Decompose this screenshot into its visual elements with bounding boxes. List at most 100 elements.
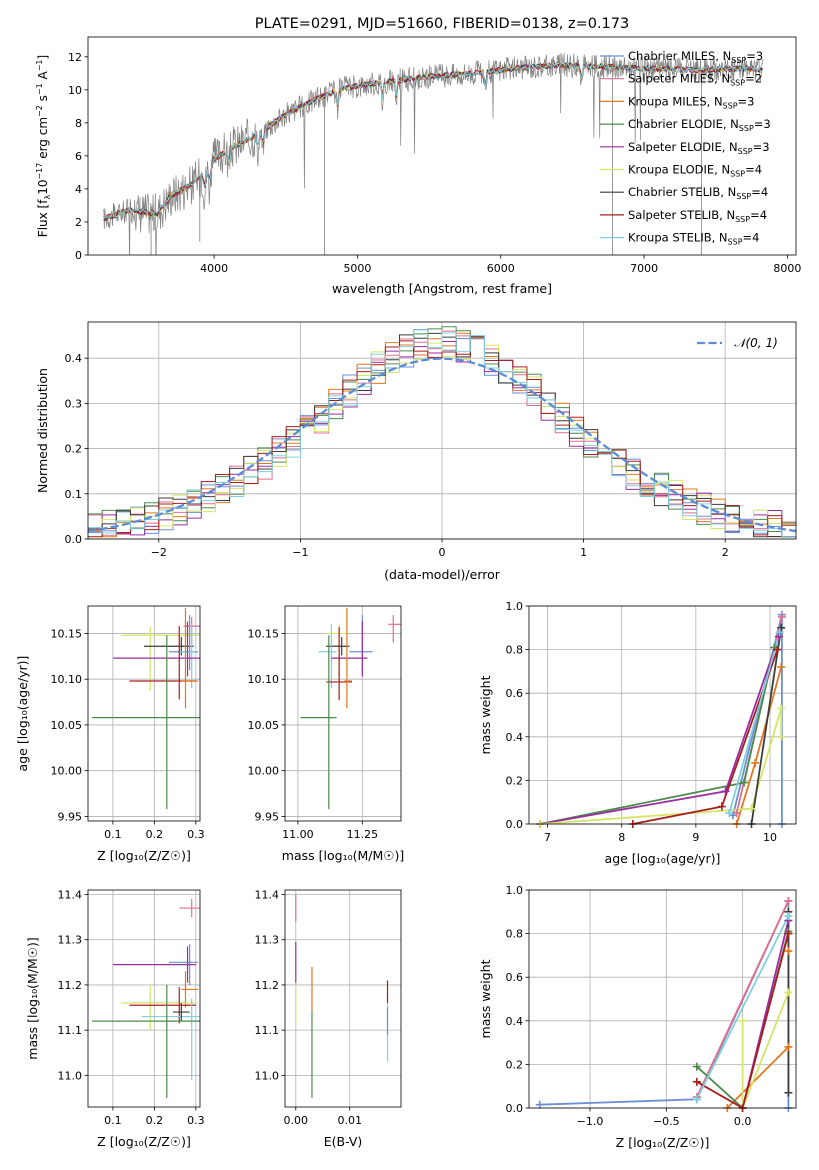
x-tick-label: 0.1 xyxy=(104,1114,122,1127)
x-tick-label: 4000 xyxy=(200,262,228,275)
legend-label: Chabrier ELODIE, NSSP=3 xyxy=(628,117,771,133)
y-axis-label-part: A xyxy=(36,70,50,83)
weight-marker-chabrier_miles xyxy=(535,1100,544,1109)
y-tick-label: 11.1 xyxy=(255,1024,280,1037)
y-tick-label: 10.00 xyxy=(248,765,280,778)
y-axis-label-part: Flux [f xyxy=(36,199,50,237)
y-tick-label: 11.3 xyxy=(58,934,83,947)
y-tick-label: 0.0 xyxy=(506,818,524,831)
y-tick-label: 1.0 xyxy=(506,600,524,613)
axes-frame-age_vs_mass xyxy=(284,605,402,822)
weight-line-salpeter_elodie xyxy=(539,636,780,824)
weight-marker-salpeter_stelib xyxy=(773,645,782,654)
x-tick-label: 0.3 xyxy=(187,1114,205,1127)
legend-eq: =4 xyxy=(743,231,760,245)
panel-mass_vs_ebv: 0.00 0.01 11.0 11.1 11.2 11.3 11.4 xyxy=(255,889,402,1127)
x-tick-label: 0 xyxy=(439,546,446,559)
weight-marker-kroupa_stelib xyxy=(725,809,734,818)
plot-area-mass_vs_Z xyxy=(92,899,200,1098)
y-tick-label: 0.6 xyxy=(506,687,524,700)
y-tick-label: 0.4 xyxy=(65,352,83,365)
x-tick-label: 10 xyxy=(763,831,777,844)
weight-marker-kroupa_stelib xyxy=(692,1095,701,1104)
legend-label: Salpeter STELIB, N xyxy=(628,208,735,222)
legend-eq: =3 xyxy=(754,117,771,131)
legend-label: Kroupa ELODIE, NSSP=4 xyxy=(628,163,762,179)
weight-line-salpeter_miles xyxy=(695,900,790,1098)
y-tick-label: 0.4 xyxy=(506,1015,524,1028)
x-tick-label: 0.0 xyxy=(734,1115,752,1128)
weight-marker-salpeter_miles xyxy=(777,612,786,621)
y-tick-label: 11.2 xyxy=(58,979,83,992)
weight-marker-kroupa_elodie xyxy=(738,1016,747,1025)
axes-frame-weight_vs_age xyxy=(528,605,797,825)
weight-marker-salpeter_stelib xyxy=(784,929,793,938)
y-axis-label-part: −2 xyxy=(35,105,44,117)
legend-sub: SSP xyxy=(735,215,750,224)
panel-age_vs_Z: 0.1 0.2 0.3 9.95 10.00 10.05 10.10 10.15 xyxy=(51,605,205,841)
y-tick-label: 6 xyxy=(75,150,82,163)
plot-area-weight_vs_age xyxy=(539,614,783,824)
weight-marker-kroupa_stelib xyxy=(784,912,793,921)
legend-label: Salpeter MILES, NSSP=2 xyxy=(628,72,762,88)
y-tick-label: 10 xyxy=(68,84,82,97)
x-tick-label: −2 xyxy=(151,546,167,559)
x-tick-label: 1 xyxy=(580,546,587,559)
y-axis-label-part: −17 xyxy=(35,163,44,180)
legend-label: Salpeter MILES, N xyxy=(628,72,730,86)
y-tick-label: 11.1 xyxy=(58,1024,83,1037)
weight-line-kroupa_miles xyxy=(726,951,790,1108)
y-axis-label: age [log₁₀(age/yr)] xyxy=(15,656,30,772)
y-tick-label: 11.0 xyxy=(255,1069,280,1082)
observed-spectrum xyxy=(103,52,764,255)
weight-marker-kroupa_elodie xyxy=(777,732,786,741)
weight-marker-kroupa_elodie xyxy=(784,988,793,997)
weight-marker-kroupa_stelib xyxy=(775,628,784,637)
x-tick-label: −0.5 xyxy=(653,1115,680,1128)
x-axis-label: wavelength [Angstrom, rest frame] xyxy=(332,281,552,296)
y-tick-label: 0.1 xyxy=(65,488,83,501)
weight-marker-chabrier_elodie xyxy=(740,778,749,787)
legend-label: Salpeter STELIB, NSSP=4 xyxy=(628,208,767,224)
y-tick-label: 11.4 xyxy=(255,889,280,902)
y-tick-label: 1.0 xyxy=(506,884,524,897)
y-tick-label: 8 xyxy=(75,117,82,130)
histogram-salpeter_stelib xyxy=(88,335,796,538)
legend-label: Chabrier ELODIE, N xyxy=(628,117,739,131)
weight-marker-kroupa_elodie xyxy=(777,704,786,713)
y-tick-label: 10.10 xyxy=(51,673,83,686)
y-axis-label-part: ] xyxy=(36,55,50,60)
weight-line-kroupa_stelib xyxy=(728,631,781,814)
x-axis-label: E(B-V) xyxy=(324,1134,363,1149)
axes-frame-age_vs_Z xyxy=(87,605,201,822)
legend-sub: SSP xyxy=(736,192,751,201)
plot-area-weight_vs_Z xyxy=(539,900,790,1108)
legend-eq: =3 xyxy=(738,94,755,108)
y-tick-label: 10.05 xyxy=(51,719,83,732)
legend-label: Chabrier STELIB, N xyxy=(628,185,736,199)
legend-eq: =4 xyxy=(751,185,768,199)
y-tick-label: 0.0 xyxy=(506,1102,524,1115)
panel-spectrum: 4000 5000 6000 7000 8000 0 2 4 6 8 10 12 xyxy=(68,36,801,275)
model-kroupa_stelib xyxy=(103,61,763,220)
x-axis-label: age [log₁₀(age/yr)] xyxy=(605,851,721,866)
y-axis-label-part: s xyxy=(36,95,50,105)
plot-area-spectrum xyxy=(103,52,764,255)
y-tick-label: 10.10 xyxy=(248,673,280,686)
grid-mass_vs_ebv xyxy=(285,890,401,1107)
legend-eq: =3 xyxy=(753,140,770,154)
y-tick-label: 0.2 xyxy=(506,774,524,787)
legend-label: Chabrier MILES, N xyxy=(628,49,731,63)
y-tick-label: 12 xyxy=(68,51,82,64)
weight-marker-chabrier_stelib xyxy=(784,1088,793,1097)
weight-marker-salpeter_miles xyxy=(784,896,793,905)
y-tick-label: 10.05 xyxy=(248,719,280,732)
weight-marker-salpeter_elodie xyxy=(721,787,730,796)
y-tick-label: 4 xyxy=(75,183,82,196)
y-tick-label: 9.95 xyxy=(58,810,83,823)
x-tick-label: −1 xyxy=(292,546,308,559)
weight-line-kroupa_stelib xyxy=(695,915,790,1100)
axes-frame-spectrum xyxy=(87,36,797,256)
